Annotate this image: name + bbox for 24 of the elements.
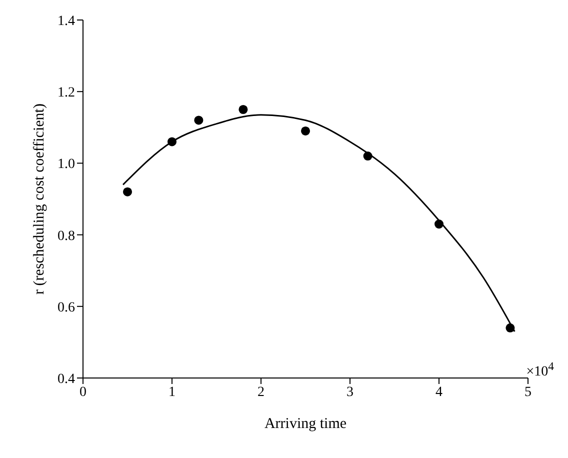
line-series xyxy=(122,114,516,332)
point xyxy=(434,220,444,229)
y-tick-label: 0.8 xyxy=(58,228,75,244)
point xyxy=(194,116,204,125)
x-tick-label: 3 xyxy=(346,384,354,400)
axis-multiplier: ×10$^{4}$ xyxy=(526,360,554,381)
point xyxy=(238,104,248,114)
point xyxy=(363,152,372,161)
point xyxy=(122,187,132,196)
x-tick-label: 4 xyxy=(436,384,442,400)
x-axis-title: Arriving time xyxy=(264,416,347,432)
point xyxy=(167,137,177,146)
x-tick-label: 1 xyxy=(168,384,176,400)
y-tick-label: 1.2 xyxy=(58,86,75,101)
point xyxy=(300,126,310,136)
y-tick-label: 0.4 xyxy=(58,372,75,387)
y-tick-label: 1.0 xyxy=(58,157,75,172)
point xyxy=(506,323,515,332)
y-tick-label: 0.6 xyxy=(58,300,75,316)
y-tick-label: 1.4 xyxy=(58,14,75,29)
x-tick-label: 5 xyxy=(524,384,532,400)
y-axis-title: r (rescheduling cost coefficient) xyxy=(31,104,48,294)
x-tick-label: 0 xyxy=(80,384,86,400)
x-tick-label: 2 xyxy=(258,384,264,400)
